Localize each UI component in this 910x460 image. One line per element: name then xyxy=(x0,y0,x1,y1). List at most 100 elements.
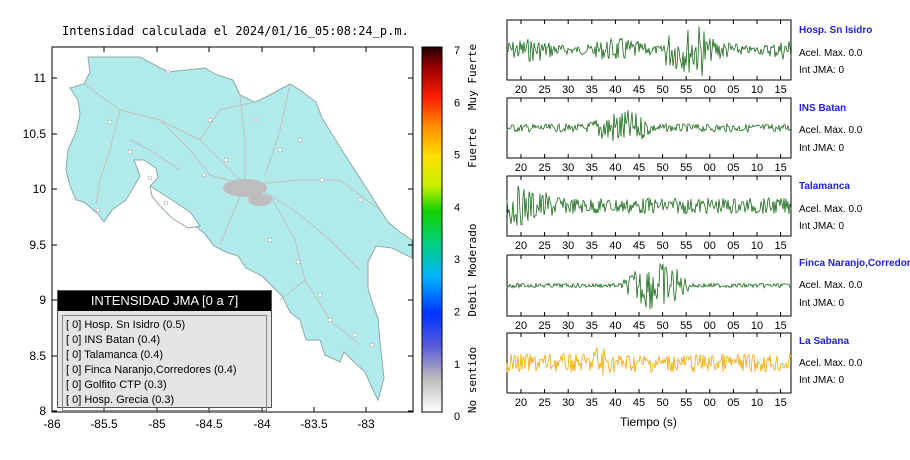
station-acel: Acel. Max. 0.0 xyxy=(799,204,863,215)
time-tick-label: 15 xyxy=(774,320,786,332)
scale-number: 0 xyxy=(454,411,460,423)
seismogram-panels: 20 25 30 35 40 45 50 55 00 05 10 15 20 25 30 35 40 45 50 55… xyxy=(506,19,792,409)
map-y-axis: 11 10.5 10 9.5 9 8.5 8 xyxy=(23,71,413,418)
time-tick-label: 10 xyxy=(751,240,763,252)
station-name: INS Batan xyxy=(799,103,847,114)
time-tick-label: 35 xyxy=(586,397,598,409)
x-tick-label: -84 xyxy=(253,417,271,431)
station-acel: Acel. Max. 0.0 xyxy=(799,48,863,59)
station-name: Finca Naranjo,Corredores xyxy=(799,258,910,269)
time-tick-label: 05 xyxy=(727,240,739,252)
color-scale-bar xyxy=(421,46,443,413)
time-tick-label: 45 xyxy=(633,84,645,96)
scale-number: 4 xyxy=(454,202,460,214)
x-tick-label: -85.5 xyxy=(90,417,118,431)
time-tick-label: 10 xyxy=(751,162,763,174)
scale-label: No sentido xyxy=(466,347,479,413)
time-tick-label: 25 xyxy=(538,240,550,252)
scale-label: Moderado xyxy=(466,224,479,277)
time-tick-label: 00 xyxy=(704,397,716,409)
time-tick-label: 55 xyxy=(680,397,692,409)
time-tick-label: 15 xyxy=(774,84,786,96)
time-tick-label: 40 xyxy=(609,397,621,409)
time-tick-label: 40 xyxy=(609,320,621,332)
time-tick-label: 10 xyxy=(751,320,763,332)
scale-label: Fuerte xyxy=(466,128,479,168)
time-tick-label: 30 xyxy=(562,240,574,252)
x-tick-label: -85 xyxy=(148,417,166,431)
station-jma: Int JMA: 0 xyxy=(799,221,845,232)
station-dots xyxy=(95,69,375,348)
time-tick-label: 15 xyxy=(774,240,786,252)
station-jma: Int JMA: 0 xyxy=(799,298,845,309)
city-cluster xyxy=(223,179,272,206)
time-tick-label: 40 xyxy=(609,162,621,174)
time-tick-label: 05 xyxy=(727,397,739,409)
x-tick-label: -86 xyxy=(43,417,61,431)
time-tick-label: 20 xyxy=(515,397,527,409)
time-tick-label: 25 xyxy=(538,320,550,332)
intensity-legend: INTENSIDAD JMA [0 a 7] [ 0] Hosp. Sn Isi… xyxy=(57,290,272,411)
x-tick-label: -83 xyxy=(357,417,375,431)
seismogram-panel: 20 25 30 35 40 45 50 55 00 05 10 15 xyxy=(506,175,792,252)
station-acel: Acel. Max. 0.0 xyxy=(799,358,863,369)
time-tick-label: 20 xyxy=(515,84,527,96)
time-tick-label: 45 xyxy=(633,397,645,409)
seismogram-trace xyxy=(506,262,792,310)
time-tick-label: 35 xyxy=(586,320,598,332)
time-tick-label: 30 xyxy=(562,162,574,174)
seismogram-trace xyxy=(506,185,792,226)
time-tick-label: 35 xyxy=(586,162,598,174)
time-tick-label: 20 xyxy=(515,320,527,332)
station-acel: Acel. Max. 0.0 xyxy=(799,125,863,136)
station-name: La Sabana xyxy=(799,336,850,347)
time-tick-label: 50 xyxy=(656,397,668,409)
scale-number: 2 xyxy=(454,307,460,319)
y-tick-label: 11 xyxy=(34,71,47,85)
time-tick-label: 05 xyxy=(727,162,739,174)
time-tick-label: 15 xyxy=(774,162,786,174)
roads-layer xyxy=(83,83,381,346)
time-tick-label: 30 xyxy=(562,320,574,332)
time-tick-label: 15 xyxy=(774,397,786,409)
time-tick-label: 25 xyxy=(538,162,550,174)
gulf-shape xyxy=(149,184,201,229)
color-scale-ticks: 7 6 5 4 3 2 1 0 Muy Fuerte Fuerte Moderado Debil No … xyxy=(454,44,479,423)
time-tick-label: 05 xyxy=(727,320,739,332)
station-jma: Int JMA: 0 xyxy=(799,143,845,154)
time-tick-label: 40 xyxy=(609,84,621,96)
time-tick-label: 55 xyxy=(680,320,692,332)
y-tick-label: 8.5 xyxy=(29,349,46,363)
time-tick-label: 50 xyxy=(656,162,668,174)
time-tick-label: 20 xyxy=(515,162,527,174)
time-tick-label: 00 xyxy=(704,240,716,252)
scale-number: 5 xyxy=(454,150,460,162)
scale-number: 6 xyxy=(454,97,460,109)
time-tick-label: 35 xyxy=(586,240,598,252)
time-tick-label: 55 xyxy=(680,84,692,96)
time-tick-label: 55 xyxy=(680,162,692,174)
time-tick-label: 40 xyxy=(609,240,621,252)
time-tick-label: 25 xyxy=(538,84,550,96)
time-tick-label: 30 xyxy=(562,397,574,409)
time-tick-label: 00 xyxy=(704,162,716,174)
time-tick-label: 10 xyxy=(751,84,763,96)
station-jma: Int JMA: 0 xyxy=(799,375,845,386)
time-tick-label: 45 xyxy=(633,240,645,252)
time-tick-label: 00 xyxy=(704,320,716,332)
time-tick-label: 45 xyxy=(633,320,645,332)
time-tick-label: 10 xyxy=(751,397,763,409)
time-tick-label: 50 xyxy=(656,320,668,332)
y-tick-label: 9.5 xyxy=(29,238,46,252)
station-name: Talamanca xyxy=(799,181,850,192)
y-tick-label: 9 xyxy=(39,293,46,307)
seismogram-panel: 20 25 30 35 40 45 50 55 00 05 10 15 xyxy=(506,254,792,332)
legend-item: [ 0] INS Batan (0.4) xyxy=(66,334,161,346)
seismogram-trace xyxy=(506,26,792,77)
time-tick-label: 50 xyxy=(656,240,668,252)
time-tick-label: 55 xyxy=(680,240,692,252)
legend-item: [ 0] Hosp. Sn Isidro (0.5) xyxy=(66,319,186,331)
station-name: Hosp. Sn Isidro xyxy=(799,25,873,36)
time-axis-label: Tiempo (s) xyxy=(620,415,677,429)
legend-item: [ 0] Finca Naranjo,Corredores (0.4) xyxy=(66,364,237,376)
